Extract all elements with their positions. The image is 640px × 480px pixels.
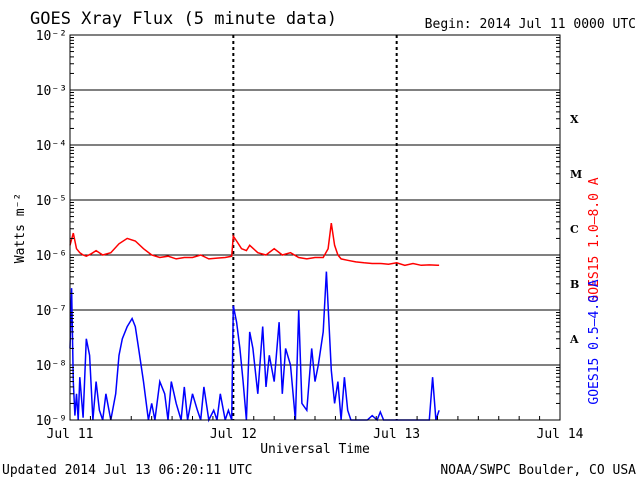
x-tick-label: Jul 12	[210, 427, 257, 442]
begin-time: Begin: 2014 Jul 11 0000 UTC	[425, 17, 636, 32]
flare-class-label: M	[570, 168, 582, 181]
flare-class-label: B	[570, 278, 579, 291]
y-tick-label: 10⁻⁹	[36, 414, 67, 429]
chart-title: GOES Xray Flux (5 minute data)	[30, 9, 337, 29]
credit-text: NOAA/SWPC Boulder, CO USA	[440, 463, 636, 478]
updated-time: Updated 2014 Jul 13 06:20:11 UTC	[2, 463, 252, 478]
x-tick-label: Jul 13	[373, 427, 420, 442]
legend-long-channel: GOES15 1.0–8.0 A	[587, 177, 602, 302]
short-channel-flux-line	[69, 271, 440, 423]
y-tick-label: 10⁻²	[36, 29, 67, 44]
legend-short-channel: GOES15 0.5–4.0 A	[587, 279, 602, 404]
x-tick-label: Jul 14	[537, 427, 584, 442]
flare-class-label: X	[570, 113, 579, 126]
y-tick-label: 10⁻⁷	[36, 304, 67, 319]
x-axis-label: Universal Time	[260, 442, 370, 457]
flare-class-label: A	[569, 333, 579, 346]
y-tick-label: 10⁻⁵	[36, 194, 67, 209]
grid-layer	[70, 35, 560, 420]
y-tick-label: 10⁻⁴	[36, 139, 67, 154]
axis-layer: 10⁻⁹ 10⁻⁸ 10⁻⁷ 10⁻⁶ 10⁻⁵ 10⁻⁴ 10⁻³ 10⁻² Jul 11 Ju…	[36, 29, 584, 442]
series-layer	[69, 222, 440, 423]
y-tick-label: 10⁻⁶	[36, 249, 67, 264]
x-tick-label: Jul 11	[47, 427, 94, 442]
flare-class-label: C	[570, 223, 579, 236]
plot-frame	[69, 34, 561, 421]
y-tick-label: 10⁻³	[36, 84, 67, 99]
long-channel-flux-line	[69, 222, 440, 267]
y-axis-label: Watts m⁻²	[13, 193, 28, 263]
y-tick-label: 10⁻⁸	[36, 359, 67, 374]
